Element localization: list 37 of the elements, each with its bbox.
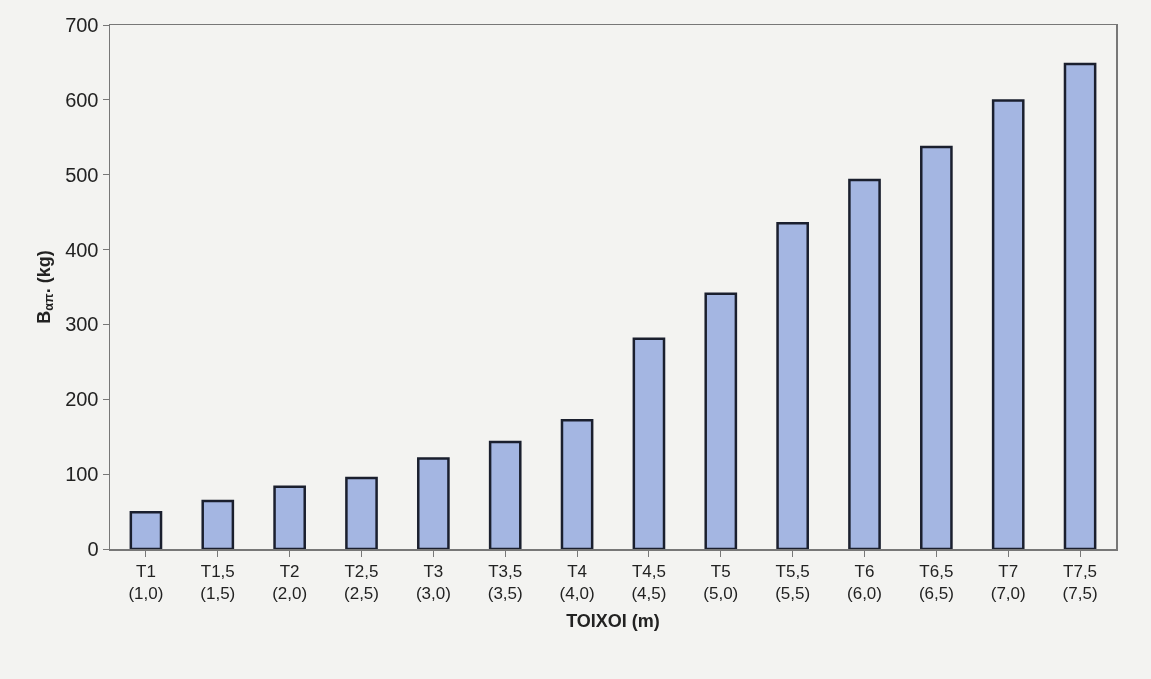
x-tick-label: T2 (2,0) xyxy=(272,561,308,603)
bar xyxy=(129,511,163,549)
x-tick-label: T1,5 (1,5) xyxy=(200,561,236,603)
bar xyxy=(776,222,809,549)
x-tick-label: T2,5 (2,5) xyxy=(344,561,379,603)
x-tick-label: T4,5 (4,5) xyxy=(631,561,667,603)
y-tick-label: 700 xyxy=(65,14,99,36)
y-tick-label: 300 xyxy=(65,313,99,336)
bar xyxy=(273,485,306,549)
bar xyxy=(201,499,235,549)
bar xyxy=(488,440,522,549)
bar xyxy=(704,292,738,549)
bar xyxy=(560,419,594,549)
bar xyxy=(991,99,1025,549)
x-tick-label: T6,5 (6,5) xyxy=(918,561,954,603)
x-tick-label: T5,5 (5,5) xyxy=(775,561,811,603)
bar xyxy=(345,476,378,549)
bar xyxy=(848,178,881,549)
x-tick-label: T3 (3,0) xyxy=(415,561,451,603)
x-tick-label: T7,5 (7,5) xyxy=(1062,561,1098,603)
y-tick-label: 0 xyxy=(87,538,99,560)
y-tick-label: 200 xyxy=(65,388,99,411)
bar xyxy=(1063,62,1097,549)
y-tick-label: 100 xyxy=(65,463,99,486)
x-tick-label: T4 (4,0) xyxy=(559,561,595,603)
bar xyxy=(417,457,450,549)
bar xyxy=(920,145,953,549)
y-tick-label: 400 xyxy=(65,238,99,261)
x-tick-label: T7 (7,0) xyxy=(990,561,1026,603)
y-tick-label: 500 xyxy=(65,163,99,186)
x-tick-label: T3,5 (3,5) xyxy=(487,561,523,603)
x-axis-title: ΤΟΙΧΟΙ (m) xyxy=(566,610,660,631)
y-tick-label: 600 xyxy=(65,88,99,111)
x-tick-label: T1 (1,0) xyxy=(128,561,164,603)
bar xyxy=(632,337,666,549)
x-tick-label: T5 (5,0) xyxy=(703,561,739,603)
x-tick-label: T6 (6,0) xyxy=(847,561,882,603)
